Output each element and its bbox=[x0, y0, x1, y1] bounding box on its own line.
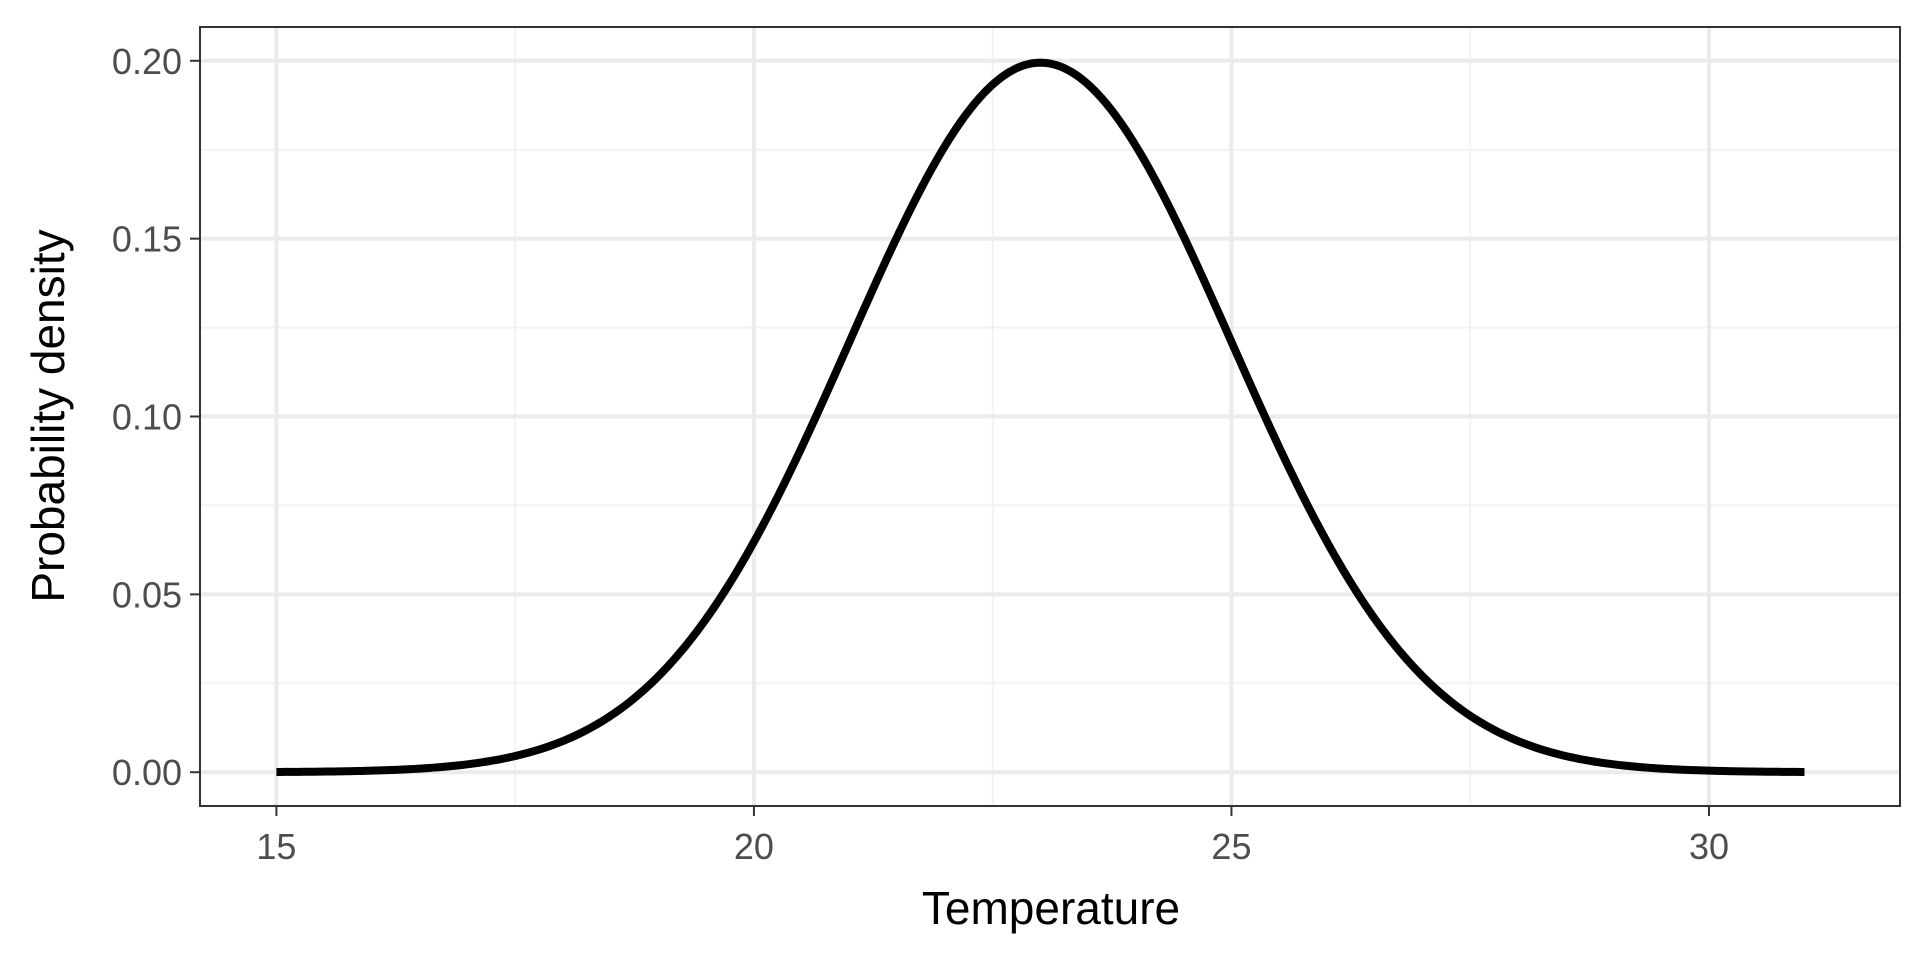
y-axis: 0.00 0.05 0.10 0.15 0.20 bbox=[112, 41, 200, 793]
y-tick-label: 0.05 bbox=[112, 574, 182, 615]
density-curve bbox=[276, 58, 1805, 776]
x-tick-label: 30 bbox=[1689, 826, 1729, 867]
x-tick-label: 25 bbox=[1211, 826, 1251, 867]
x-tick-label: 15 bbox=[256, 826, 296, 867]
y-tick-label: 0.00 bbox=[112, 752, 182, 793]
y-axis-title: Probability density bbox=[22, 229, 74, 602]
x-axis-title: Temperature bbox=[922, 882, 1180, 934]
y-tick-label: 0.20 bbox=[112, 41, 182, 82]
minor-gridlines bbox=[200, 27, 1900, 806]
y-tick-label: 0.15 bbox=[112, 219, 182, 260]
major-gridlines bbox=[200, 27, 1900, 806]
x-axis: 15 20 25 30 bbox=[256, 806, 1729, 867]
x-tick-label: 20 bbox=[734, 826, 774, 867]
y-tick-label: 0.10 bbox=[112, 397, 182, 438]
